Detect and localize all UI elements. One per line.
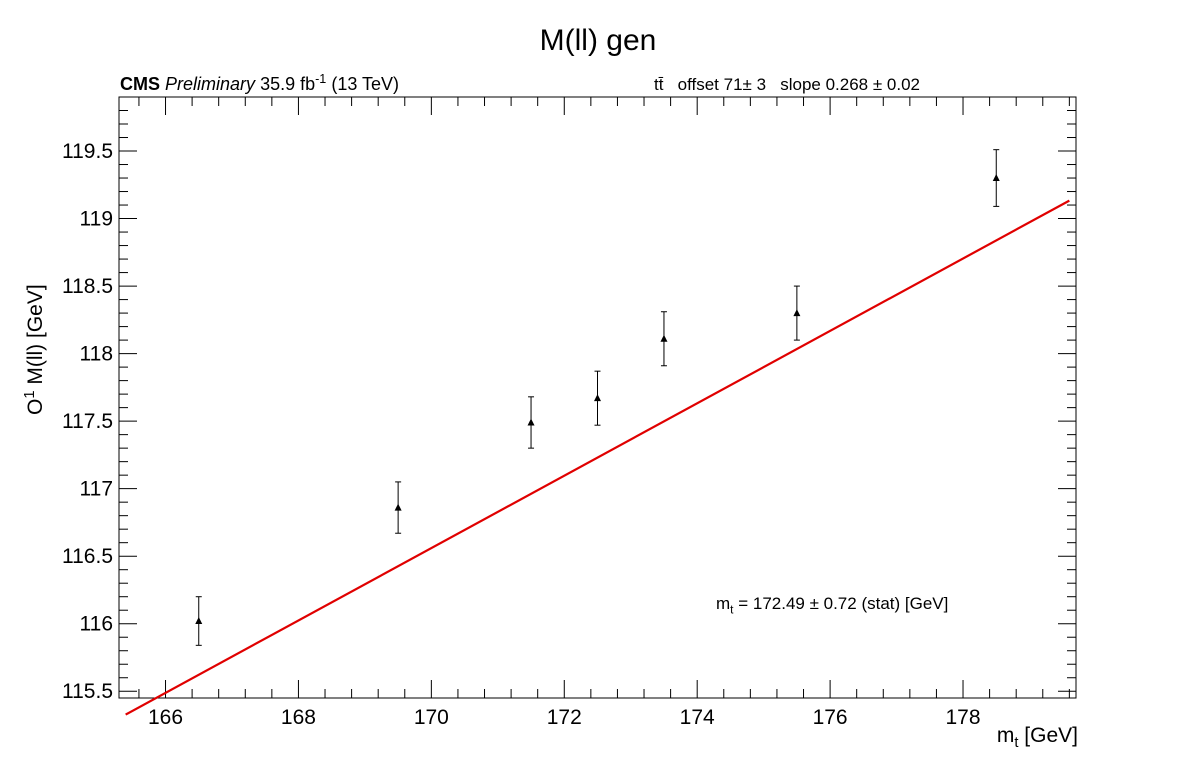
x-axis-label: mt [GeV] — [997, 724, 1078, 751]
slope-label: slope 0.268 ± 0.02 — [780, 75, 920, 94]
preliminary-label: Preliminary — [165, 74, 256, 94]
plot-frame — [118, 96, 1077, 699]
x-tick-label: 166 — [148, 706, 183, 729]
y-axis-rest: M(ll) [GeV] — [24, 284, 47, 391]
fit-summary: tt̄ offset 71± 3 slope 0.268 ± 0.02 — [654, 75, 920, 95]
data-point — [793, 309, 801, 317]
x-axis-symbol: m — [996, 724, 1015, 747]
y-tick-label: 117 — [80, 478, 113, 501]
data-point — [992, 174, 1000, 182]
data-point — [394, 503, 402, 511]
data-point — [527, 418, 535, 426]
cms-label: CMS Preliminary 35.9 fb-1 (13 TeV) — [120, 72, 399, 95]
lumi-value: 35.9 fb — [260, 74, 316, 94]
chart-title: M(ll) gen — [539, 24, 657, 57]
data-point — [594, 394, 601, 402]
x-axis-subscript: t — [1014, 735, 1019, 752]
fit-line — [125, 199, 1070, 716]
result-value: = 172.49 ± 0.72 (stat) [GeV] — [733, 594, 949, 613]
data-point — [195, 617, 203, 625]
y-tick-label: 117.5 — [62, 410, 113, 433]
lumi-exponent: -1 — [315, 72, 327, 86]
x-axis-unit: [GeV] — [1018, 724, 1078, 747]
y-tick-label: 115.5 — [62, 680, 113, 703]
result-subscript: t — [730, 602, 734, 617]
y-axis-label: O1 M(ll) [GeV] — [22, 284, 48, 415]
mass-result: mt = 172.49 ± 0.72 (stat) [GeV] — [716, 594, 948, 616]
data-point — [660, 334, 668, 342]
x-tick-label: 170 — [414, 706, 449, 729]
x-tick-label: 176 — [813, 706, 848, 729]
y-tick-label: 119.5 — [62, 140, 113, 163]
y-tick-label: 119 — [80, 208, 113, 231]
energy-label: (13 TeV) — [331, 74, 400, 94]
y-tick-label: 116.5 — [62, 545, 113, 568]
y-tick-label: 118 — [80, 343, 113, 366]
x-tick-label: 172 — [547, 706, 582, 729]
result-symbol: m — [716, 594, 731, 613]
y-tick-label: 116 — [80, 613, 113, 636]
offset-label: offset 71± 3 — [677, 75, 767, 94]
x-tick-label: 174 — [680, 706, 715, 729]
y-axis-superscript: 1 — [22, 390, 38, 399]
x-tick-label: 168 — [281, 706, 316, 729]
x-tick-label: 178 — [945, 706, 980, 729]
y-axis-symbol: O — [24, 398, 47, 415]
cms-name: CMS — [120, 74, 160, 94]
sample-label: tt̄ — [654, 75, 664, 94]
y-tick-label: 118.5 — [62, 275, 113, 298]
